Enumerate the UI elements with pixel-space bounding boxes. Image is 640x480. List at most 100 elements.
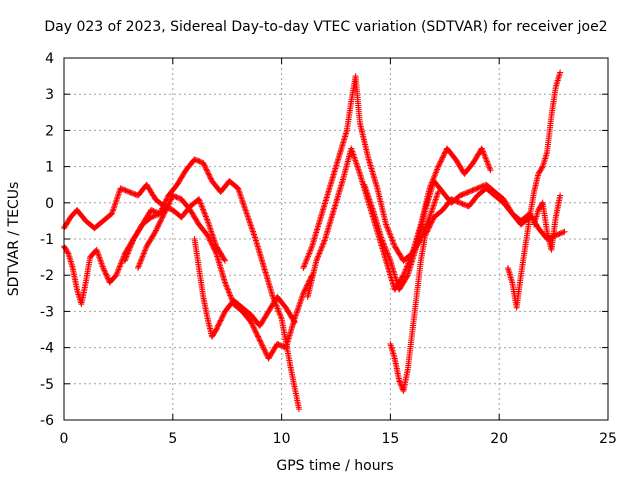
data-point (479, 148, 486, 155)
data-point (434, 190, 441, 197)
data-point (139, 254, 146, 261)
data-point (204, 232, 211, 239)
data-point (210, 245, 217, 252)
data-point (242, 207, 249, 214)
data-point (320, 238, 327, 245)
data-point (431, 172, 438, 179)
data-point (123, 254, 130, 261)
data-point (442, 149, 449, 156)
data-point (262, 348, 269, 355)
data-point (226, 289, 233, 296)
data-point (235, 186, 242, 193)
data-point (275, 306, 282, 313)
data-point (435, 163, 442, 170)
data-point (428, 209, 435, 216)
data-point (260, 345, 267, 352)
data-point (252, 328, 259, 335)
data-point (303, 257, 310, 264)
data-point (277, 312, 284, 319)
data-point (114, 269, 121, 276)
data-point (301, 262, 308, 269)
series-11 (531, 192, 564, 253)
data-point (433, 167, 440, 174)
data-point (422, 232, 429, 239)
x-tick-label: 25 (599, 431, 617, 447)
y-tick-label: 4 (45, 51, 54, 67)
data-point (364, 190, 371, 197)
data-point (424, 227, 431, 234)
data-point (255, 334, 262, 341)
data-point (199, 206, 206, 213)
data-point (216, 320, 223, 327)
data-point (241, 203, 248, 210)
data-point (213, 326, 220, 333)
data-point (203, 167, 210, 174)
data-point (263, 350, 270, 357)
data-point (102, 270, 109, 277)
data-point (434, 166, 441, 173)
data-point (219, 313, 226, 320)
data-point (250, 324, 257, 331)
x-axis-label: GPS time / hours (276, 458, 393, 474)
data-point (205, 233, 212, 240)
data-point (209, 231, 216, 238)
data-point (429, 218, 436, 225)
data-point (136, 262, 143, 269)
data-point (430, 203, 437, 210)
data-point (479, 146, 486, 153)
data-point (243, 210, 250, 217)
data-point (215, 321, 222, 328)
data-point (278, 314, 285, 321)
data-point (161, 210, 168, 217)
data-point (441, 150, 448, 157)
data-point (220, 312, 227, 319)
data-point (318, 244, 325, 251)
data-point (349, 149, 356, 156)
data-point (161, 209, 168, 216)
data-point (348, 145, 355, 152)
data-point (431, 199, 438, 206)
data-point (302, 286, 309, 293)
data-point (383, 247, 390, 254)
data-point (396, 377, 403, 384)
data-point (101, 267, 108, 274)
data-point (387, 231, 394, 238)
data-point (353, 161, 360, 168)
data-point (261, 347, 268, 354)
data-point (350, 152, 357, 159)
data-point (195, 196, 202, 203)
data-point (200, 161, 207, 168)
y-tick-label: 1 (45, 160, 54, 176)
data-point (155, 222, 162, 229)
data-point (381, 243, 388, 250)
data-point (207, 174, 214, 181)
x-tick-label: 0 (60, 431, 69, 447)
data-point (302, 285, 309, 292)
data-point (384, 225, 391, 232)
data-point (480, 149, 487, 156)
data-point (115, 266, 122, 273)
data-point (138, 256, 145, 263)
series-3 (121, 156, 303, 413)
data-point (227, 293, 234, 300)
data-point (202, 163, 209, 170)
data-point (251, 233, 258, 240)
data-point (250, 231, 257, 238)
data-point (113, 197, 120, 204)
data-point (248, 319, 255, 326)
data-point (211, 246, 218, 253)
data-point (237, 192, 244, 199)
data-point (240, 200, 247, 207)
data-point (313, 256, 320, 263)
y-tick-label: -6 (40, 413, 54, 429)
data-point (317, 247, 324, 254)
data-point (141, 247, 148, 254)
data-point (246, 219, 253, 226)
data-point (306, 249, 313, 256)
chart-title: Day 023 of 2023, Sidereal Day-to-day VTE… (44, 19, 607, 35)
data-point (256, 337, 263, 344)
data-point (276, 309, 283, 316)
data-point (236, 189, 243, 196)
data-point (390, 240, 397, 247)
